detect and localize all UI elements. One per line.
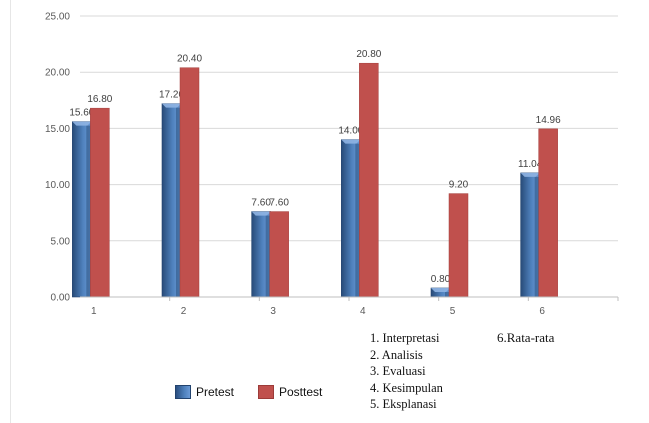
data-label-posttest: 16.80 (87, 94, 112, 105)
y-tick-label: 20.00 (45, 68, 70, 79)
data-label-pretest: 17.20 (159, 90, 184, 101)
note-4: 4. Kesimpulan (370, 380, 443, 395)
legend-label-posttest: Posttest (279, 385, 323, 399)
category-notes: 1. Interpretasi 2. Analisis 3. Evaluasi … (370, 330, 443, 413)
data-label-posttest: 20.80 (356, 49, 381, 60)
data-label-posttest: 7.60 (269, 198, 289, 209)
data-label-posttest: 20.40 (177, 54, 202, 65)
bar-pretest (341, 139, 361, 298)
note-5: 5. Eksplanasi (370, 397, 437, 412)
legend-swatch-posttest (258, 385, 274, 399)
x-tick-label: 3 (270, 306, 276, 317)
bar-pretest (520, 172, 540, 298)
data-label-pretest: 11.04 (518, 159, 543, 170)
x-tick-label: 2 (181, 306, 187, 317)
bar-posttest (359, 62, 379, 298)
bar-pretest (72, 121, 92, 298)
x-tick-label: 1 (91, 306, 97, 317)
x-tick-label: 5 (450, 306, 456, 317)
data-label-posttest: 14.96 (536, 115, 561, 126)
bar-pretest (161, 103, 182, 298)
legend-label-pretest: Pretest (196, 385, 235, 399)
note-1: 1. Interpretasi (370, 331, 440, 345)
legend-swatch-pretest (175, 385, 191, 399)
x-tick-label: 6 (539, 306, 545, 317)
y-tick-label: 25.00 (45, 12, 70, 23)
bar-posttest (179, 67, 200, 298)
x-tick-label: 4 (360, 306, 366, 317)
bars: 15.60 16.80 17.20 20.40 7.607.60 14.00 20.80 0.… (69, 49, 561, 298)
data-label-posttest: 9.20 (449, 180, 469, 191)
data-label-pretest: 14.00 (338, 126, 363, 137)
data-label-pretest: 0.80 (431, 274, 451, 285)
y-tick-label: 15.00 (45, 124, 70, 135)
data-label-pretest: 7.60 (251, 198, 271, 209)
data-label-pretest: 15.60 (69, 108, 94, 119)
left-border-line (10, 0, 11, 423)
note-2: 2. Analisis (370, 347, 423, 362)
note-6: 6.Rata-rata (497, 330, 555, 345)
note-3: 3. Evaluasi (370, 364, 426, 379)
y-tick-label: 5.00 (51, 236, 71, 247)
bar-posttest (538, 128, 558, 298)
legend-item-pretest: Pretest (175, 385, 234, 399)
bar-posttest (448, 193, 469, 298)
bar-pretest (430, 287, 451, 298)
bar-posttest (269, 211, 289, 298)
bar-posttest (90, 107, 110, 298)
x-axis: 1 2 3 4 5 6 (80, 296, 619, 317)
legend-item-posttest: Posttest (258, 385, 322, 399)
y-tick-label: 0.00 (51, 293, 71, 304)
y-tick-label: 10.00 (45, 180, 70, 191)
y-axis: 0.00 5.00 10.00 15.00 20.00 25.00 (45, 12, 70, 304)
bar-pretest (251, 211, 271, 298)
